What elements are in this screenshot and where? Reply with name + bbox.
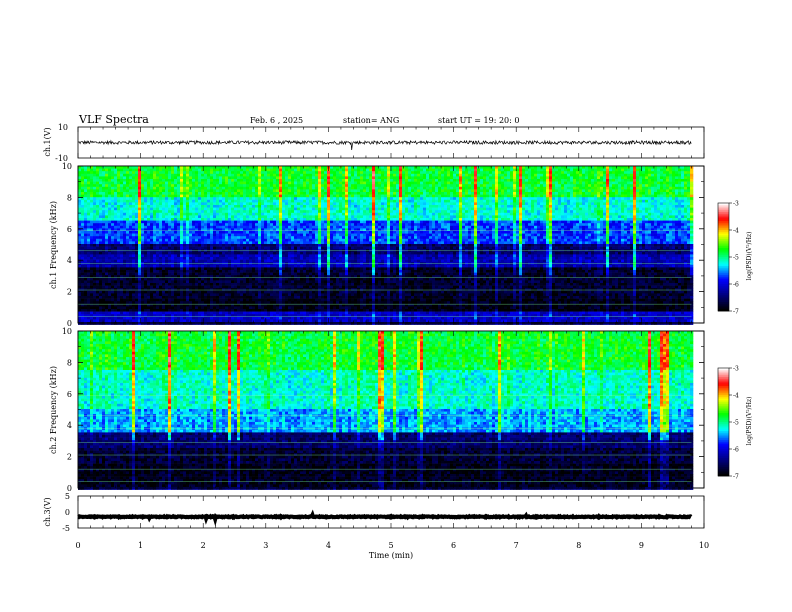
- ch3-waveform-panel: 5 0 -5 ch.3(V): [43, 492, 704, 533]
- time-tick-label: 2: [201, 541, 206, 550]
- time-tick-label: 1: [138, 541, 143, 550]
- ch3-ytick-middle: 0: [65, 508, 70, 517]
- ch1-waveform-panel: 10 -10 ch.1(V): [43, 123, 704, 163]
- ch3-ytick-top: 5: [65, 492, 70, 501]
- time-tick-label: 3: [263, 541, 268, 550]
- cbar2-tick: -6: [733, 447, 739, 454]
- ch3-waveform-trace: [78, 515, 691, 519]
- ch1-colorbar: -3 -4 -5 -6 -7: [718, 201, 739, 316]
- spec2-ticks-label: 6: [67, 390, 72, 399]
- spec1-ticks-label: 4: [67, 256, 72, 265]
- time-tick-label: 4: [326, 541, 331, 550]
- cbar1-tick: -7: [733, 309, 739, 316]
- time-tick-label: 0: [75, 541, 80, 550]
- ch3-waveform-ylabel: ch.3(V): [43, 497, 52, 526]
- time-tick-label: 7: [514, 541, 519, 550]
- ch1-colorbar-label: log(PSD)(V²/Hz): [746, 232, 753, 281]
- cbar2-tick: -7: [733, 474, 739, 481]
- ch1-ytick-top: 10: [58, 123, 68, 132]
- header-start-time: start UT = 19: 20: 0: [438, 116, 519, 125]
- spec1-ticks-label: 2: [67, 288, 72, 297]
- cbar1-tick: -5: [733, 255, 739, 262]
- time-tick-label: 8: [576, 541, 581, 550]
- spec2-ticks-label: 8: [67, 358, 72, 367]
- cbar1-tick: -3: [733, 201, 739, 208]
- cbar2-tick: -4: [733, 393, 739, 400]
- header-station: station= ANG: [343, 116, 399, 125]
- ch2-spectrogram-ylabel: ch.2 Frequency (kHz): [49, 366, 58, 454]
- spec2-ticks-label: 4: [67, 421, 72, 430]
- ch2-colorbar-label: log(PSD)(V²/Hz): [746, 397, 753, 446]
- ch2-colorbar: -3 -4 -5 -6 -7: [718, 366, 739, 481]
- header-date: Feb. 6 , 2025: [250, 116, 303, 125]
- spec1-ticks-label: 8: [67, 193, 72, 202]
- cbar2-tick: -3: [733, 366, 739, 373]
- ch1-waveform-ylabel: ch.1(V): [43, 127, 52, 156]
- time-tick-label: 9: [639, 541, 644, 550]
- spec1-ticks-label: 10: [62, 162, 72, 171]
- figure-title: VLF Spectra: [78, 113, 149, 126]
- time-axis-label: Time (min): [369, 551, 413, 560]
- ch1-spectrogram-ylabel: ch.1 Frequency (kHz): [49, 201, 58, 289]
- time-axis-tick-labels: 0 1 2 3 4 5 6 7 8 9 10: [75, 541, 709, 550]
- spec1-ticks-label: 6: [67, 225, 72, 234]
- ch3-ytick-bottom: -5: [62, 524, 70, 533]
- cbar1-tick: -4: [733, 228, 739, 235]
- ch1-spectrogram-image: [78, 166, 693, 325]
- time-tick-label: 10: [699, 541, 709, 550]
- ch2-spectrogram-image: [78, 331, 693, 490]
- time-tick-label: 6: [451, 541, 456, 550]
- cbar1-tick: -6: [733, 282, 739, 289]
- spec2-ticks-label: 2: [67, 453, 72, 462]
- cbar2-tick: -5: [733, 420, 739, 427]
- time-tick-label: 5: [388, 541, 393, 550]
- spec2-ticks-label: 10: [62, 327, 72, 336]
